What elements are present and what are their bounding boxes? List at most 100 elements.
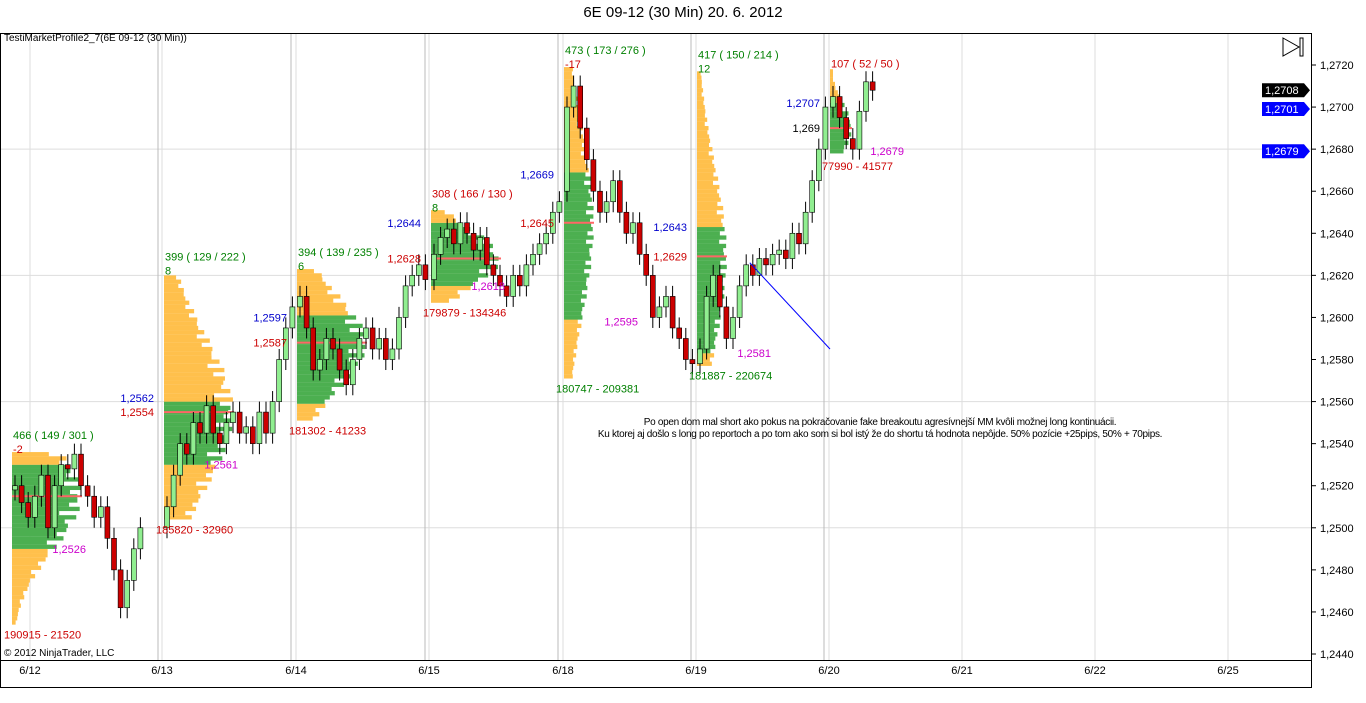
candle-body xyxy=(649,275,656,318)
profile-row xyxy=(697,92,702,97)
va-low-label: 1,2595 xyxy=(604,317,638,329)
candle-body xyxy=(450,228,457,245)
profile-row xyxy=(297,395,330,400)
profile-row xyxy=(564,151,581,156)
profile-row xyxy=(164,510,186,516)
candle-body xyxy=(483,237,490,266)
y-tick-label: 1,2700 xyxy=(1320,102,1354,114)
profile-row xyxy=(697,172,714,177)
candle-body xyxy=(630,222,636,234)
profile-row xyxy=(164,325,199,331)
candle-body xyxy=(117,569,124,609)
profile-row xyxy=(697,231,720,236)
candle-body xyxy=(756,258,763,276)
profile-row xyxy=(297,298,334,303)
candle-body xyxy=(111,538,117,571)
profile-row xyxy=(12,536,64,541)
profile-row xyxy=(12,532,57,537)
profile-row xyxy=(297,403,326,408)
profile-row xyxy=(564,214,594,219)
profile-row xyxy=(564,252,590,257)
profile-row xyxy=(564,294,587,299)
profile-row xyxy=(697,302,723,308)
profile-row xyxy=(564,126,583,131)
candle-body xyxy=(276,359,283,402)
profile-row xyxy=(564,302,585,308)
candle-body xyxy=(137,527,144,550)
profile-row xyxy=(830,128,848,133)
candle-body xyxy=(343,369,350,386)
profile-row xyxy=(564,336,578,341)
candle-body xyxy=(603,201,610,213)
candle-body xyxy=(663,296,669,308)
profile-row xyxy=(431,252,494,257)
profile-row xyxy=(564,370,573,375)
poc-label: 1,2554 xyxy=(120,407,154,419)
candle-body xyxy=(376,338,383,350)
profile-row xyxy=(12,527,67,533)
candle-body xyxy=(543,232,550,245)
profile-row xyxy=(697,134,710,139)
profile-row xyxy=(564,340,577,345)
profile-row xyxy=(164,464,216,469)
profile-row xyxy=(164,418,233,423)
profile-row xyxy=(697,281,723,286)
candle-body xyxy=(363,327,369,339)
profile-row xyxy=(697,256,726,261)
candle-body xyxy=(131,548,137,581)
profile-row xyxy=(564,361,575,366)
profile-delta: -17 xyxy=(565,59,581,71)
profile-row xyxy=(697,226,725,232)
profile-row xyxy=(297,323,363,329)
profile-row xyxy=(697,193,720,198)
profile-row xyxy=(564,176,592,181)
candle-body xyxy=(396,317,402,350)
profile-row xyxy=(297,353,365,358)
profile-row xyxy=(164,304,186,310)
profile-row xyxy=(564,285,588,291)
profile-row xyxy=(697,155,714,160)
profile-row xyxy=(564,197,592,202)
scroll-end-icon[interactable] xyxy=(1282,37,1301,57)
profile-row xyxy=(431,281,473,286)
x-tick-label: 6/20 xyxy=(818,665,839,677)
profile-row xyxy=(697,151,709,156)
profile-row xyxy=(564,319,578,324)
profile-summary: 394 ( 139 / 235 ) xyxy=(298,247,379,259)
candle-body xyxy=(523,264,530,287)
profile-row xyxy=(12,616,18,621)
profile-row xyxy=(164,300,190,305)
profile-row xyxy=(830,149,844,154)
candle-body xyxy=(38,474,45,497)
profile-row xyxy=(431,226,471,232)
candle-body xyxy=(577,85,584,129)
candle-body xyxy=(282,327,289,360)
profile-row xyxy=(431,214,454,219)
profile-delta: 8 xyxy=(432,202,438,214)
profile-row xyxy=(12,569,32,575)
candle-body xyxy=(177,443,183,476)
profile-row xyxy=(431,222,463,228)
candle-body xyxy=(25,502,32,518)
profile-row xyxy=(297,378,335,383)
candle-body xyxy=(856,110,863,150)
profile-row xyxy=(12,498,78,503)
profile-row xyxy=(697,353,715,358)
profile-row xyxy=(697,113,705,118)
profile-row xyxy=(164,477,212,482)
profile-row xyxy=(697,260,721,265)
candle-body xyxy=(18,485,25,503)
profile-row xyxy=(830,136,845,141)
profile-row xyxy=(564,323,582,329)
candle-body xyxy=(389,348,396,360)
profile-row xyxy=(697,201,718,207)
profile-row xyxy=(297,273,322,278)
profile-row xyxy=(297,311,348,316)
x-axis-border xyxy=(0,660,1312,688)
profile-row xyxy=(697,147,713,152)
profile-row xyxy=(12,590,24,596)
y-tick-label: 1,2600 xyxy=(1320,312,1354,324)
chart-note: Po open dom mal short ako pokus na pokra… xyxy=(540,417,1220,441)
profile-row xyxy=(830,81,835,87)
